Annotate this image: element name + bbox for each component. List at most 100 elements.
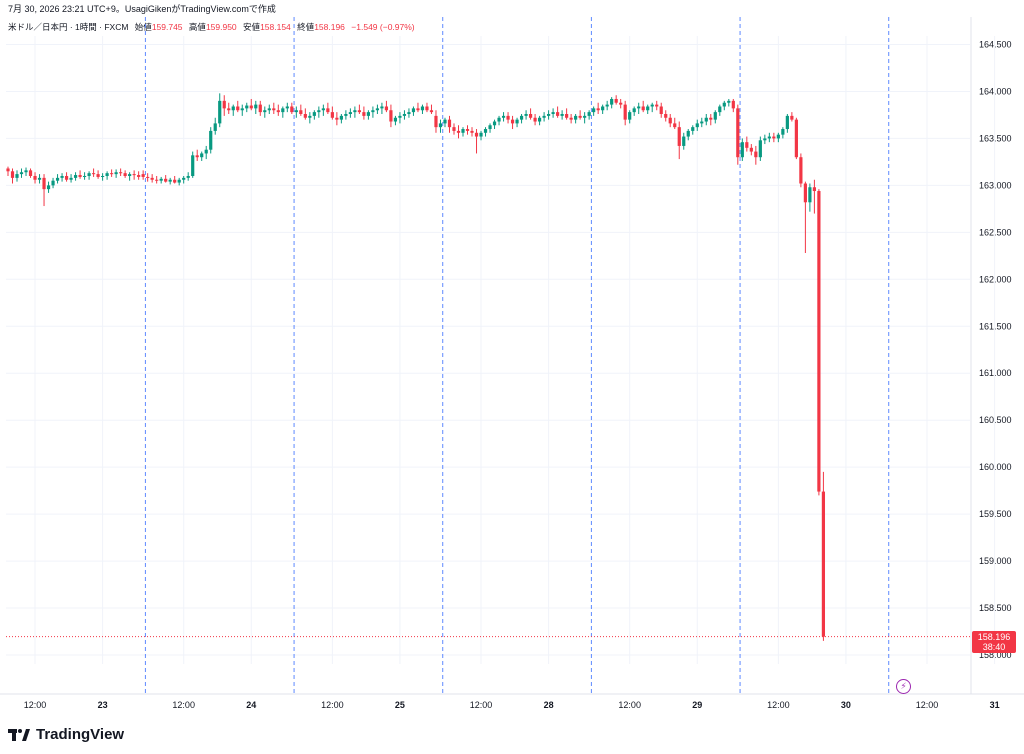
candle-body-up xyxy=(308,115,312,118)
candle-body-up xyxy=(240,108,244,111)
candle-body-down xyxy=(146,176,150,178)
candle-body-up xyxy=(727,100,731,103)
y-tick-label: 164.500 xyxy=(979,40,1012,50)
candle-body-down xyxy=(132,174,136,176)
candle-body-up xyxy=(15,174,19,178)
candle-body-up xyxy=(524,114,528,116)
lightning-icon[interactable]: ⚡ xyxy=(896,679,911,694)
candle-body-down xyxy=(709,117,713,120)
x-tick-label: 12:00 xyxy=(24,700,47,710)
candle-body-down xyxy=(596,108,600,111)
candle-body-up xyxy=(366,112,370,116)
candle-body-down xyxy=(78,175,82,177)
candle-body-up xyxy=(51,180,55,186)
candle-body-up xyxy=(443,119,447,124)
candle-body-up xyxy=(159,178,163,181)
candle-body-down xyxy=(173,179,177,183)
candle-body-down xyxy=(736,108,740,158)
candle-body-up xyxy=(551,112,555,115)
tradingview-logo[interactable]: TradingView xyxy=(8,726,124,743)
candle-body-up xyxy=(628,112,632,120)
candle-body-up xyxy=(411,108,416,113)
candle-body-up xyxy=(24,170,28,173)
candle-body-up xyxy=(763,138,767,141)
candle-body-down xyxy=(569,117,573,120)
x-tick-label: 24 xyxy=(246,700,256,710)
y-tick-label: 163.500 xyxy=(979,133,1012,143)
candle-body-up xyxy=(105,173,109,176)
candle-body-down xyxy=(258,104,262,113)
x-tick-label: 25 xyxy=(395,700,405,710)
candle-body-down xyxy=(565,114,569,118)
candle-body-up xyxy=(245,105,249,109)
candle-body-up xyxy=(479,132,483,137)
candle-body-down xyxy=(195,155,199,158)
candle-body-up xyxy=(294,110,298,113)
candle-body-up xyxy=(371,110,375,113)
candle-body-up xyxy=(267,108,271,111)
candle-body-up xyxy=(461,129,465,133)
candle-body-up xyxy=(601,106,605,111)
candle-body-up xyxy=(420,106,425,111)
x-tick-label: 12:00 xyxy=(618,700,641,710)
candle-body-up xyxy=(402,114,407,116)
high-label: 高値 xyxy=(188,22,206,32)
candle-body-up xyxy=(398,115,402,118)
candle-body-down xyxy=(357,110,361,113)
last-price-tag: 158.196 38:40 xyxy=(972,631,1016,653)
y-tick-label: 159.000 xyxy=(979,556,1012,566)
candle-body-up xyxy=(101,175,105,177)
candle-body-down xyxy=(236,106,240,111)
candle-body-down xyxy=(812,187,816,192)
candle-body-down xyxy=(790,115,794,120)
candle-body-up xyxy=(492,121,497,126)
candle-body-down xyxy=(150,177,154,180)
y-tick-label: 158.000 xyxy=(979,650,1012,660)
x-tick-label: 28 xyxy=(544,700,554,710)
candle-body-up xyxy=(781,129,785,135)
y-tick-label: 160.000 xyxy=(979,462,1012,472)
candle-body-up xyxy=(637,106,641,109)
candle-body-down xyxy=(416,108,420,111)
candle-body-down xyxy=(137,175,141,177)
candle-body-up xyxy=(515,119,519,124)
x-tick-label: 12:00 xyxy=(767,700,790,710)
candle-body-up xyxy=(344,114,348,116)
candle-body-up xyxy=(177,179,181,183)
logo-text: TradingView xyxy=(36,726,125,743)
candle-body-up xyxy=(583,115,587,118)
y-tick-label: 158.500 xyxy=(979,603,1012,613)
candle-body-up xyxy=(488,125,492,130)
symbol-label[interactable]: 米ドル／日本円 · 1時間 · FXCM xyxy=(8,22,129,32)
candle-body-up xyxy=(231,106,235,111)
candle-body-up xyxy=(610,98,614,105)
candle-body-up xyxy=(69,177,73,180)
candle-body-up xyxy=(776,134,780,139)
candle-body-down xyxy=(470,130,474,133)
tradingview-logo-icon xyxy=(8,728,30,741)
bar-countdown: 38:40 xyxy=(982,642,1006,652)
candle-body-down xyxy=(326,108,330,113)
candle-body-up xyxy=(542,115,546,118)
candle-body-up xyxy=(200,153,204,158)
y-tick-label: 159.500 xyxy=(979,509,1012,519)
candle-body-up xyxy=(19,172,24,175)
candle-body-up xyxy=(186,175,190,178)
close-value: 158.196 xyxy=(314,22,345,32)
candle-body-down xyxy=(474,132,479,137)
candle-body-up xyxy=(281,108,285,113)
candle-body-down xyxy=(110,173,114,175)
x-tick-label: 23 xyxy=(98,700,108,710)
candle-body-up xyxy=(46,185,51,190)
candle-body-up xyxy=(37,177,42,180)
candle-body-down xyxy=(276,110,280,113)
candle-body-up xyxy=(704,117,708,122)
y-tick-label: 161.000 xyxy=(979,368,1012,378)
candle-body-up xyxy=(60,175,64,178)
candle-body-down xyxy=(28,170,33,176)
candle-body-down xyxy=(614,98,618,103)
candle-body-down xyxy=(389,110,393,122)
candle-body-up xyxy=(722,102,726,107)
candle-body-down xyxy=(452,127,456,131)
